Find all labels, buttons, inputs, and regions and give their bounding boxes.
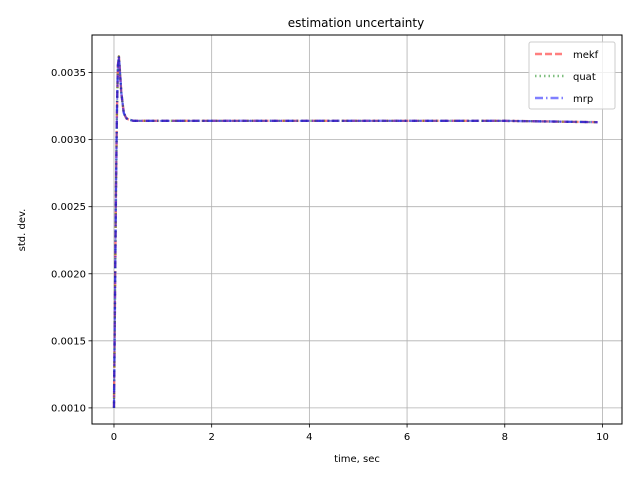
legend-label-mekf: mekf: [573, 50, 599, 61]
legend-label-quat: quat: [573, 72, 596, 83]
legend-label-mrp: mrp: [573, 94, 593, 105]
series-lines: [112, 55, 598, 408]
x-tick-label: 8: [502, 432, 508, 443]
y-tick-label: 0.0020: [51, 269, 86, 280]
x-tick-label: 10: [596, 432, 609, 443]
grid: [92, 35, 622, 424]
legend: mekf quat mrp: [528, 41, 616, 110]
x-tick-label: 2: [208, 432, 214, 443]
y-axis-ticks: 0.0010 0.0015 0.0020 0.0025 0.0030 0.0035: [51, 68, 92, 414]
y-tick-label: 0.0025: [51, 202, 86, 213]
y-axis-label: std. dev.: [17, 209, 28, 252]
axes-frame: [91, 34, 623, 425]
legend-box: [528, 41, 616, 110]
x-tick-label: 0: [111, 432, 117, 443]
series-overlap-line: [112, 56, 598, 408]
y-tick-label: 0.0030: [51, 135, 86, 146]
y-tick-label: 0.0035: [51, 68, 86, 79]
plot-area: 0 2 4 6 8 10 0.00100.00150.00200.00250.00300.…: [51, 34, 623, 443]
x-tick-label: 6: [404, 432, 410, 443]
x-tick-label: 4: [306, 432, 312, 443]
x-axis-label: time, sec: [334, 454, 380, 465]
x-axis-ticks: 0 2 4 6 8 10: [111, 424, 609, 443]
y-tick-label: 0.0010: [51, 403, 86, 414]
chart-title: estimation uncertainty: [288, 16, 424, 30]
y-tick-label: 0.0015: [51, 336, 86, 347]
